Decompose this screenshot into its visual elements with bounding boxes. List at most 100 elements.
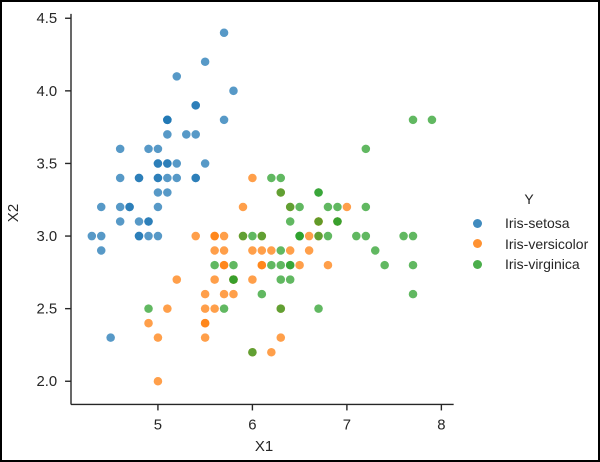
data-point [267, 246, 276, 255]
data-point [153, 333, 163, 342]
data-point [408, 115, 418, 125]
x-tick-label: 8 [437, 417, 445, 433]
data-point [248, 275, 257, 284]
data-point [248, 231, 257, 241]
data-point [200, 333, 210, 342]
data-point [399, 231, 408, 241]
data-point [200, 159, 210, 168]
data-point [96, 202, 106, 212]
versicolor-marker-icon [473, 239, 482, 249]
data-point [229, 289, 238, 299]
series-Iris-virginica [144, 115, 437, 357]
data-point [125, 202, 134, 212]
data-point [257, 260, 267, 270]
data-point [380, 260, 389, 270]
data-point [295, 260, 304, 270]
data-point [210, 260, 219, 270]
legend-entry-versicolor: Iris-versicolor [468, 234, 590, 255]
data-point [352, 231, 361, 241]
data-point [285, 275, 295, 284]
legend-label-versicolor: Iris-versicolor [505, 235, 589, 252]
data-point [153, 144, 163, 154]
data-point [200, 289, 210, 299]
data-point [267, 347, 276, 357]
data-point [153, 159, 163, 168]
data-point [153, 231, 163, 241]
data-point [323, 260, 333, 270]
y-tick-label: 2.0 [36, 374, 57, 390]
data-point [314, 217, 323, 226]
data-point [191, 231, 200, 241]
data-point [361, 144, 371, 154]
data-point [238, 202, 248, 212]
setosa-marker-icon [473, 218, 482, 228]
data-point [219, 260, 229, 270]
x-axis-title: X1 [254, 438, 274, 455]
legend: Y Iris-setosa Iris-versicolor Iris-virgi… [468, 191, 590, 275]
data-point [295, 202, 304, 212]
data-point [285, 202, 295, 212]
data-point [276, 246, 286, 255]
data-point [115, 173, 125, 183]
data-point [191, 130, 200, 139]
data-point [191, 173, 200, 183]
data-point [200, 318, 210, 328]
series-Iris-setosa [87, 28, 238, 342]
data-point [115, 217, 125, 226]
legend-label-virginica: Iris-virginica [505, 256, 580, 273]
data-point [229, 86, 238, 96]
data-point [257, 289, 267, 299]
data-point [276, 275, 286, 284]
data-point [163, 304, 172, 313]
data-point [96, 231, 106, 241]
y-tick-label: 4.0 [36, 84, 57, 100]
data-point [134, 173, 144, 183]
data-point [106, 333, 115, 342]
data-point [144, 318, 153, 328]
data-point [153, 377, 163, 386]
data-point [276, 333, 286, 342]
data-point [182, 130, 191, 139]
data-point [267, 173, 276, 183]
data-point [361, 202, 371, 212]
data-point [163, 188, 172, 197]
data-point [427, 115, 437, 125]
data-point [333, 217, 342, 226]
data-point [314, 231, 323, 241]
data-point [153, 173, 163, 183]
data-point [219, 289, 229, 299]
data-point [229, 260, 238, 270]
data-point [163, 115, 172, 125]
data-point [219, 28, 229, 37]
data-point [257, 231, 267, 241]
data-point [408, 289, 418, 299]
data-point [163, 159, 172, 168]
y-tick-label: 2.5 [36, 302, 57, 318]
data-point [87, 231, 97, 241]
data-point [210, 231, 219, 241]
data-point [153, 202, 163, 212]
data-point [115, 202, 125, 212]
data-point [285, 246, 295, 255]
data-point [408, 231, 418, 241]
y-axis-title: X2 [5, 203, 22, 223]
data-point [314, 188, 323, 197]
data-point [172, 72, 182, 81]
data-point [144, 144, 153, 154]
data-point [144, 217, 153, 226]
data-point [238, 231, 248, 241]
data-point [276, 188, 286, 197]
legend-entry-setosa: Iris-setosa [468, 213, 590, 234]
data-point [172, 159, 182, 168]
data-point [115, 144, 125, 154]
y-tick-label: 4.5 [36, 11, 57, 27]
data-point [267, 260, 276, 270]
y-tick-label: 3.5 [36, 156, 57, 172]
data-point [96, 246, 106, 255]
legend-label-setosa: Iris-setosa [505, 215, 570, 232]
data-point [276, 173, 286, 183]
data-point [200, 57, 210, 67]
data-point [333, 202, 342, 212]
data-point [210, 246, 219, 255]
data-point [144, 231, 153, 241]
